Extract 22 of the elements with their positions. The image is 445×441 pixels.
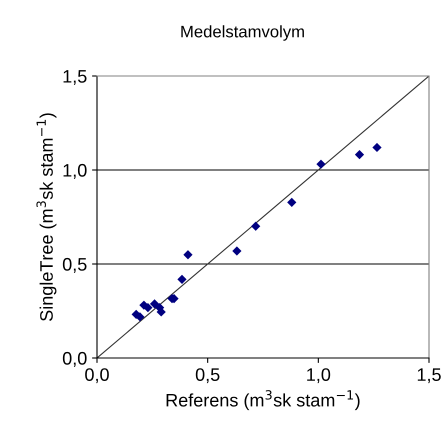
- point: [251, 222, 260, 231]
- point: [143, 303, 153, 312]
- point: [316, 160, 326, 169]
- point: [150, 299, 160, 308]
- point: [232, 246, 242, 256]
- y-tick-label: 1,0: [64, 164, 87, 179]
- x-tick-label: 0,5: [196, 368, 220, 384]
- y-axis-title: SingleTree (m$^{3}$sk stam$^{−1}$): [36, 113, 56, 321]
- point: [183, 250, 193, 260]
- x-axis-title: Referens (m$^{3}$sk stam$^{−1}$): [166, 390, 360, 410]
- x-tick-label: 0,0: [85, 368, 109, 384]
- point: [177, 274, 187, 284]
- y-tick-label: 1,5: [64, 70, 87, 85]
- point: [135, 312, 145, 322]
- x-tick-label: 1,0: [307, 368, 330, 384]
- y-tick-label: 0,5: [62, 258, 87, 273]
- x-tick-label: 1,5: [418, 368, 441, 384]
- point: [372, 142, 382, 152]
- y-tick-label: 0,0: [62, 352, 87, 367]
- point: [287, 198, 296, 207]
- chart-title: Medelstamvolym: [181, 25, 304, 41]
- point: [354, 150, 364, 160]
